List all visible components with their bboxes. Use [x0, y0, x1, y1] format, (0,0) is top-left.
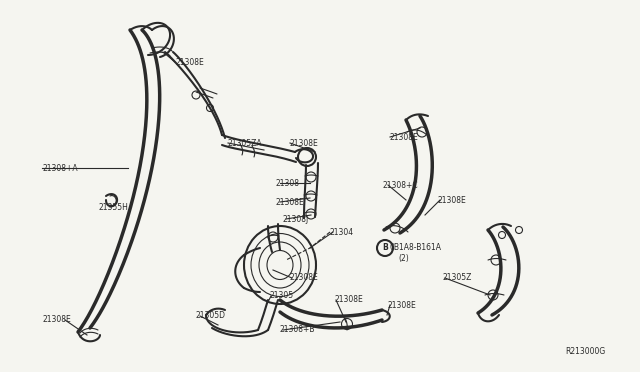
Text: (2): (2): [398, 253, 409, 263]
Text: 21305Z: 21305Z: [443, 273, 472, 282]
Text: 21308E: 21308E: [175, 58, 204, 67]
Text: 21308E: 21308E: [335, 295, 364, 305]
Text: 0B1A8-B161A: 0B1A8-B161A: [390, 243, 442, 251]
Text: 21308—: 21308—: [276, 179, 308, 187]
Text: 21308+C: 21308+C: [383, 180, 419, 189]
Text: 21308E: 21308E: [438, 196, 467, 205]
Text: 21308E: 21308E: [290, 138, 319, 148]
Text: 21308E: 21308E: [388, 301, 417, 310]
Text: R213000G: R213000G: [565, 347, 605, 356]
Text: 21308E: 21308E: [290, 273, 319, 282]
Text: 21308J: 21308J: [283, 215, 309, 224]
Text: 21308E: 21308E: [42, 315, 71, 324]
Text: 21355H: 21355H: [98, 202, 128, 212]
Text: 21308+B: 21308+B: [280, 326, 316, 334]
Text: 21305: 21305: [270, 292, 294, 301]
Text: 21305ZA: 21305ZA: [228, 138, 262, 148]
Text: 21308E: 21308E: [276, 198, 305, 206]
Text: B: B: [382, 244, 388, 253]
Text: 21308+A: 21308+A: [42, 164, 77, 173]
Text: 21308E: 21308E: [390, 132, 419, 141]
Text: 21304: 21304: [330, 228, 354, 237]
Text: 21305D: 21305D: [195, 311, 225, 321]
